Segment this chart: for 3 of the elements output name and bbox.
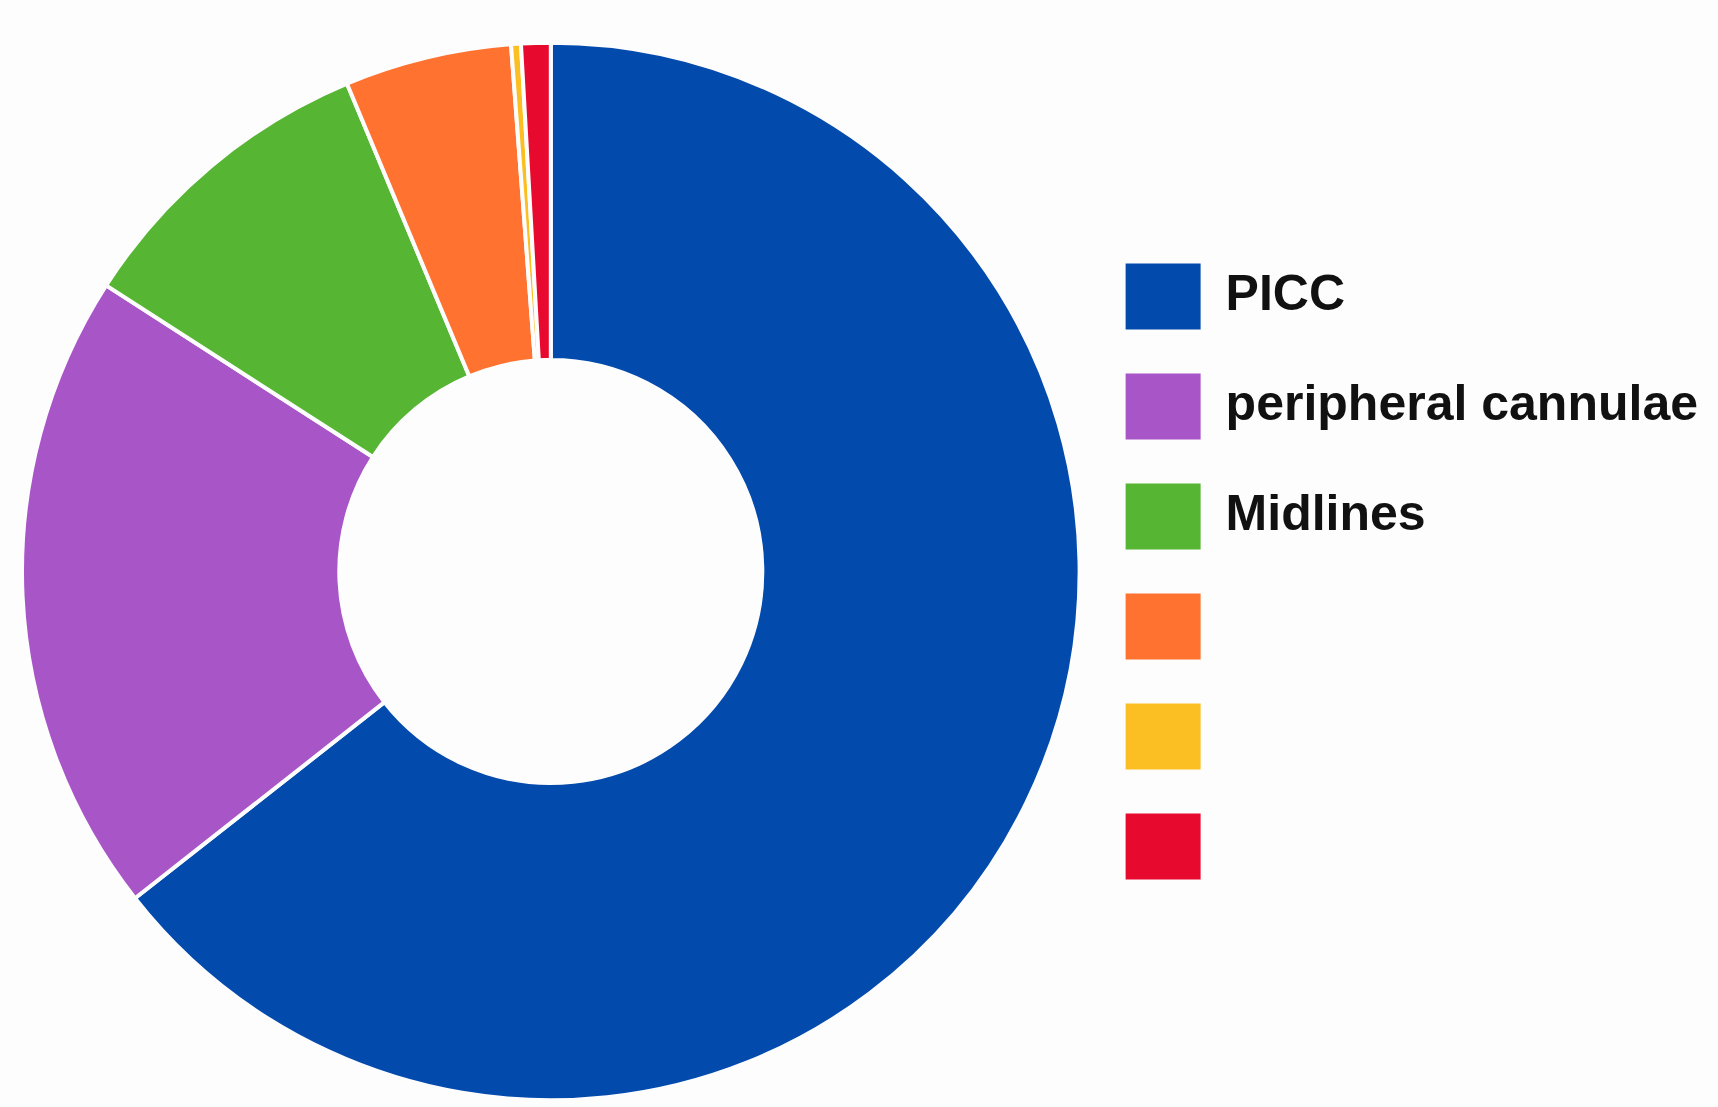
legend-label: peripheral cannulae bbox=[1225, 375, 1698, 432]
legend-label: PICC bbox=[1225, 265, 1346, 322]
legend-label: Midlines bbox=[1225, 485, 1426, 542]
